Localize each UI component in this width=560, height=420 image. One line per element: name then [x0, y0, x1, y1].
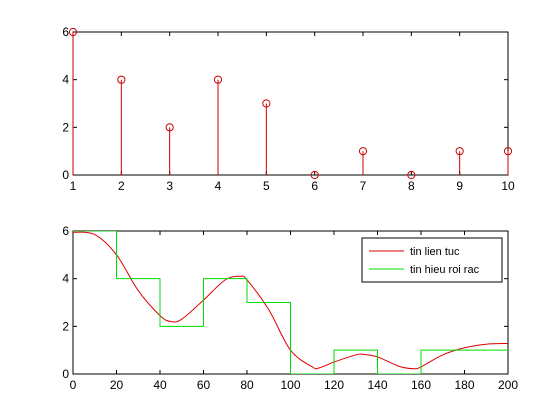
line-plot-axes: 0 20 40 60 80 100 120 140 160 180 200 0 2 4 6 tin lien … — [62, 224, 518, 392]
stem-marker — [407, 170, 416, 180]
legend-box — [361, 237, 503, 283]
x-tick-label: 160 — [411, 378, 431, 392]
stem-marker — [68, 27, 78, 37]
legend-label: tin lien tuc — [410, 246, 460, 258]
x-tick-label: 1 — [70, 179, 77, 193]
x-tick-label: 100 — [280, 378, 300, 392]
y-tick-label: 2 — [62, 120, 69, 134]
y-tick-label: 4 — [62, 272, 69, 286]
x-tick-label: 3 — [166, 179, 173, 193]
stem-marker — [503, 147, 513, 156]
x-tick-label: 4 — [215, 179, 222, 193]
x-tick-label: 9 — [456, 179, 463, 193]
y-tick-label: 6 — [62, 224, 69, 238]
x-tick-label: 10 — [501, 179, 515, 193]
y-tick-label: 4 — [62, 73, 69, 87]
stem-plot-axes: 1 2 3 4 5 6 7 8 9 10 0 2 4 6 — [62, 25, 515, 193]
x-tick-label: 7 — [360, 179, 367, 193]
series-line-tin-hieu-roi-rac — [73, 231, 508, 374]
x-tick-label: 120 — [324, 378, 344, 392]
x-tick-label: 5 — [263, 179, 270, 193]
stem-marker — [117, 75, 126, 84]
stem-marker — [455, 147, 464, 156]
legend: tin lien tuc tin hieu roi rac — [361, 237, 503, 283]
y-tick-label: 0 — [62, 367, 69, 381]
stem-marker — [213, 75, 223, 84]
x-tick-label: 0 — [70, 378, 77, 392]
x-tick-label: 60 — [197, 378, 211, 392]
plot-area-1 — [72, 31, 509, 176]
series-line-tin-lien-tuc — [73, 231, 508, 370]
legend-label: tin hieu roi rac — [410, 264, 480, 276]
stem-marker — [310, 170, 319, 180]
y-tick-label: 6 — [62, 25, 69, 39]
stem-marker — [262, 99, 271, 108]
x-tick-label: 20 — [110, 378, 124, 392]
x-tick-label: 180 — [454, 378, 474, 392]
x-tick-label: 40 — [153, 378, 167, 392]
y-tick-label: 0 — [62, 168, 69, 182]
x-tick-label: 8 — [408, 179, 415, 193]
x-tick-label: 80 — [240, 378, 254, 392]
x-tick-label: 6 — [311, 179, 318, 193]
y-tick-label: 2 — [62, 319, 69, 333]
x-tick-label: 2 — [118, 179, 125, 193]
x-tick-label: 200 — [498, 378, 518, 392]
stem-marker — [165, 123, 174, 132]
stem-marker — [358, 147, 368, 156]
x-tick-label: 140 — [367, 378, 387, 392]
